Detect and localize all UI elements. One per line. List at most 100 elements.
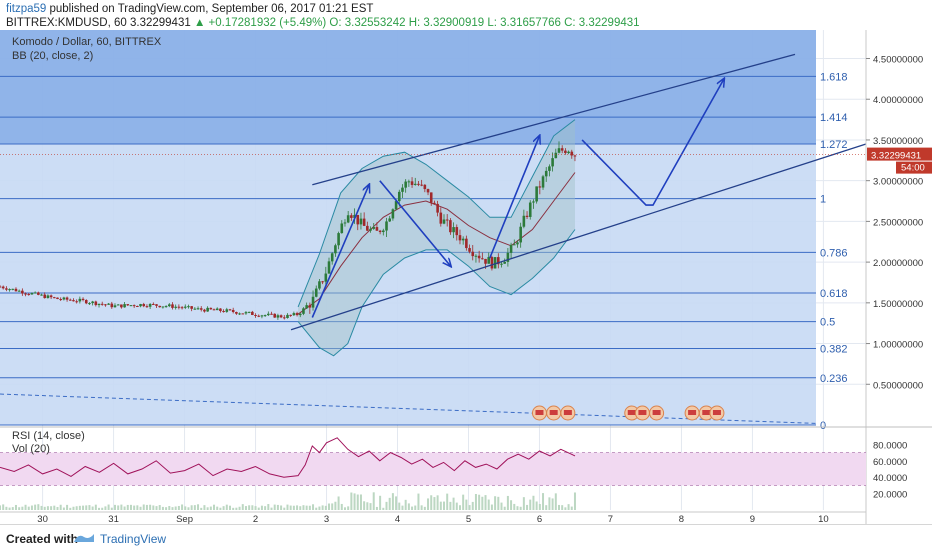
symbol-header: BITTREX:KMDUSD, 60 3.32299431 ▲ +0.17281… (6, 17, 640, 29)
volume-bar (375, 506, 378, 510)
volume-bar (187, 507, 190, 510)
candle-body (279, 315, 283, 318)
event-flag-stripe (702, 410, 711, 415)
volume-bar (88, 505, 91, 510)
candle-body (442, 219, 446, 224)
created-with-text: Created with (6, 532, 79, 546)
volume-bar (522, 497, 525, 510)
candle-body (65, 297, 69, 300)
volume-bar (168, 505, 171, 510)
volume-bar (427, 498, 430, 510)
volume-bar (235, 507, 238, 510)
candle-body (321, 281, 324, 283)
volume-bar (535, 501, 538, 510)
candle-body (263, 315, 267, 317)
candle-body (56, 297, 59, 300)
author-link[interactable]: fitzpa59 (6, 3, 47, 15)
candle-body (503, 261, 506, 264)
event-flag-stripe (638, 410, 647, 415)
candle-body (247, 311, 251, 313)
candle-body (100, 303, 104, 305)
candle-body (388, 218, 391, 222)
volume-bar (260, 505, 263, 510)
fib-label: 1.272 (820, 139, 848, 151)
candle-body (391, 209, 395, 219)
candle-body (123, 304, 126, 308)
volume-bar (334, 501, 337, 510)
candle-body (190, 306, 193, 309)
volume-bar (490, 504, 493, 510)
volume-bar (0, 505, 1, 510)
price-tick-label: 1.50000000 (873, 299, 923, 310)
bb-indicator-label[interactable]: BB (20, close, 2) (12, 50, 94, 62)
candle-body (570, 151, 574, 156)
candle-body (410, 181, 414, 185)
volume-bar (455, 502, 458, 510)
volume-bar (548, 497, 551, 510)
candle-body (477, 255, 481, 259)
candle-body (407, 181, 411, 183)
candle-body (132, 305, 136, 307)
countdown-bg (896, 161, 932, 174)
candle-body (324, 273, 328, 282)
time-tick-label: Sep (176, 514, 193, 525)
candle-body (30, 293, 34, 295)
time-tick-label: 30 (37, 514, 48, 525)
rsi-tick-label: 40.0000 (873, 473, 907, 484)
projection-arrow (379, 180, 451, 267)
volume-bar (98, 507, 101, 510)
candle-body (116, 304, 120, 306)
volume-bar (417, 493, 420, 510)
volume-bar (267, 504, 270, 510)
candle-body (282, 317, 286, 319)
candle-body (366, 225, 369, 231)
candle-body (11, 288, 15, 290)
volume-bar (59, 504, 62, 510)
candle-body (40, 294, 43, 296)
candle-body (120, 304, 123, 308)
volume-bar (34, 504, 37, 510)
change-text: +0.17281932 (+5.49%) (208, 17, 327, 29)
volume-bar (561, 505, 564, 510)
volume-bar (273, 504, 276, 510)
candle-body (289, 314, 292, 316)
candle-body (286, 314, 289, 319)
volume-bar (423, 506, 426, 510)
candle-body (155, 304, 158, 306)
candle-body (512, 244, 516, 246)
volume-bar (436, 495, 439, 510)
countdown-text: 54:00 (901, 163, 925, 174)
rsi-tick-label: 80.0000 (873, 440, 907, 451)
candle-body (404, 181, 407, 188)
candle-body (59, 299, 62, 301)
volume-bar (401, 505, 404, 510)
price-tick-label: 3.50000000 (873, 136, 923, 147)
candle-body (573, 155, 577, 157)
candle-body (49, 295, 53, 298)
vol-indicator-label[interactable]: Vol (20) (12, 443, 50, 455)
candle-body (308, 305, 312, 308)
tradingview-brand-link[interactable]: TradingView (100, 532, 167, 546)
candle-body (532, 201, 535, 203)
candle-body (68, 299, 72, 301)
volume-bar (497, 496, 500, 510)
volume-bar (209, 506, 212, 510)
candle-body (203, 309, 206, 312)
volume-bar (443, 501, 446, 510)
fib-label: 0.236 (820, 373, 848, 385)
candle-body (257, 315, 261, 317)
candle-body (62, 297, 66, 300)
volume-bar (27, 506, 30, 510)
candle-body (238, 313, 241, 315)
rsi-indicator-label[interactable]: RSI (14, close) (12, 430, 85, 442)
candle-body (330, 253, 334, 262)
event-flag-stripe (627, 410, 636, 415)
volume-bar (117, 505, 120, 510)
volume-bar (350, 492, 353, 510)
volume-bar (398, 502, 401, 510)
volume-bar (484, 495, 487, 510)
projection-arrow (311, 185, 369, 318)
time-tick-label: 4 (395, 514, 400, 525)
candle-body (97, 303, 101, 306)
price-tag-bg (867, 147, 932, 161)
